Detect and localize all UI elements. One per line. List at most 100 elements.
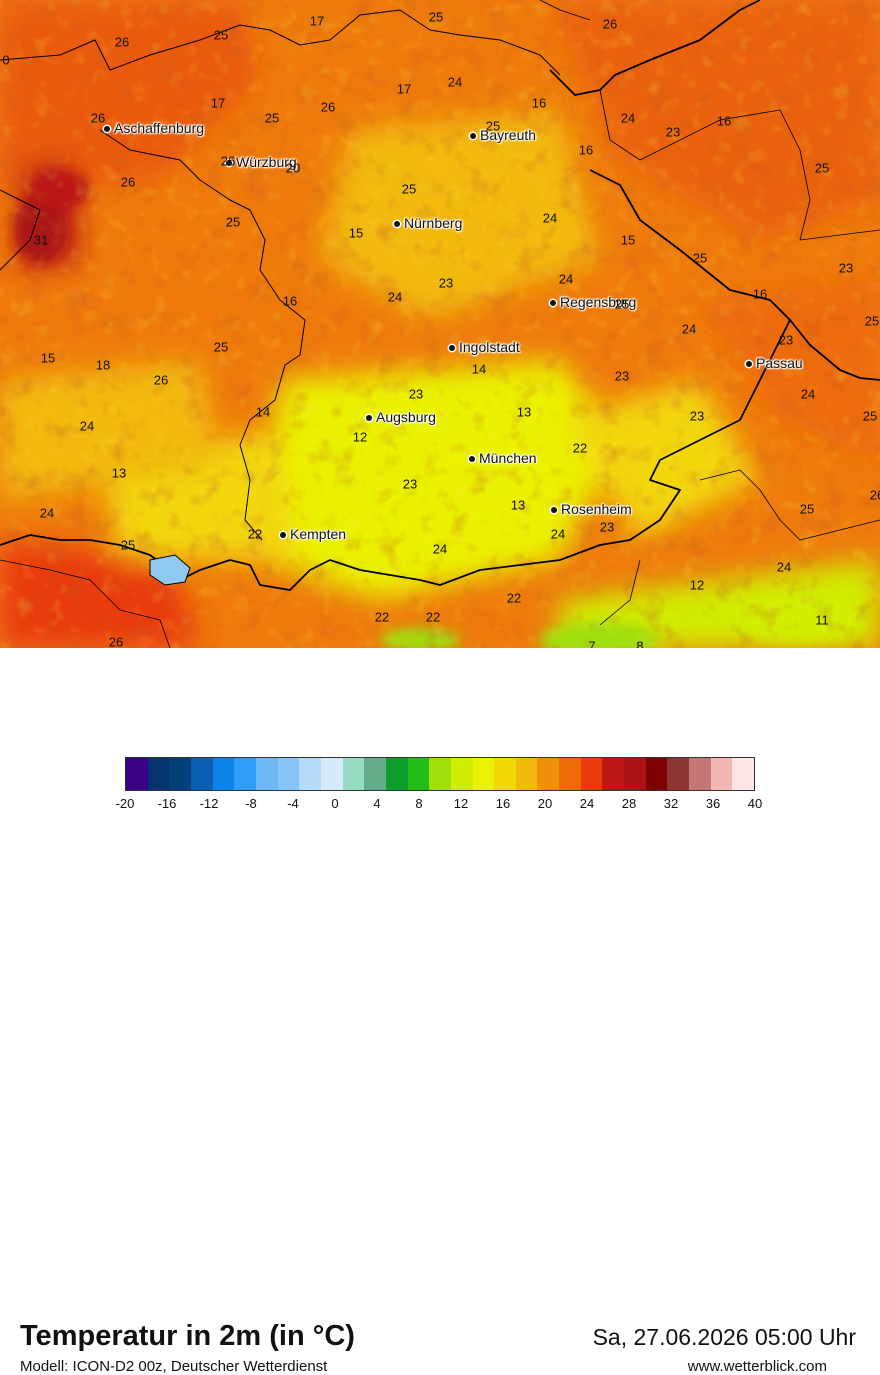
temperature-value: 23: [599, 519, 615, 535]
legend-tick-label: 4: [373, 796, 381, 811]
legend-color-segment: [277, 758, 300, 790]
city-name: Kempten: [290, 526, 347, 542]
city-marker-icon: [394, 221, 400, 228]
legend-tick-label: 12: [453, 796, 469, 811]
city-marker-icon: [550, 300, 556, 307]
city-name: Regensburg: [560, 294, 637, 310]
city-label: Würzburg: [226, 154, 297, 170]
temperature-value: 23: [838, 260, 854, 276]
temperature-value: 12: [689, 577, 705, 593]
temperature-map: Aschaffenburg Würzburg Bayreuth Nürnberg Reg…: [0, 0, 880, 648]
temperature-value: 16: [531, 95, 547, 111]
legend-tick-label: 8: [415, 796, 423, 811]
website-link[interactable]: www.wetterblick.com: [687, 1358, 827, 1375]
temperature-value: 7: [588, 638, 596, 649]
city-label: Nürnberg: [394, 215, 462, 231]
legend-color-segment: [234, 758, 256, 790]
temperature-value: 25: [428, 9, 444, 25]
temperature-value: 25: [799, 501, 815, 517]
city-name: Würzburg: [236, 154, 297, 170]
temperature-value: 25: [485, 118, 501, 134]
legend-color-segment: [407, 758, 430, 790]
city-label: Kempten: [280, 526, 346, 542]
legend-tick-label: -20: [115, 796, 135, 811]
legend-color-segment: [515, 758, 538, 790]
color-legend-ticks: -20 -16 -12 -8 -4 0 4 8 12 16 20 24 28 32 36 40: [0, 796, 880, 816]
temperature-value: 23: [408, 386, 424, 402]
legend-tick-label: -12: [199, 796, 219, 811]
temperature-value: 15: [40, 350, 56, 366]
legend-color-segment: [667, 758, 690, 790]
temperature-value: 23: [402, 476, 418, 492]
city-name: Passau: [756, 355, 803, 371]
temperature-value: 23: [438, 275, 454, 291]
legend-color-segment: [364, 758, 386, 790]
city-marker-icon: [449, 345, 455, 352]
city-label: Passau: [746, 355, 803, 371]
temperature-value: 24: [776, 559, 792, 575]
legend-color-segment: [689, 758, 711, 790]
temperature-value: 26: [153, 372, 169, 388]
city-name: Bayreuth: [480, 127, 537, 143]
legend-color-segment: [320, 758, 343, 790]
temperature-value: 26: [220, 153, 236, 169]
legend-color-segment: [342, 758, 365, 790]
legend-color-segment: [494, 758, 516, 790]
legend-color-segment: [429, 758, 451, 790]
temperature-value: 13: [510, 497, 526, 513]
temperature-value: 26: [602, 16, 618, 32]
temperature-value: 0: [2, 52, 10, 68]
temperature-value: 8: [636, 638, 644, 649]
legend-tick-label: 40: [747, 796, 763, 811]
city-label: Ingolstadt: [449, 339, 520, 355]
legend-color-segment: [169, 758, 191, 790]
temperature-value: 25: [264, 110, 280, 126]
city-marker-icon: [551, 507, 557, 514]
temperature-value: 20: [285, 160, 301, 176]
temperature-value: 13: [516, 404, 532, 420]
temperature-value: 23: [778, 332, 794, 348]
legend-color-segment: [732, 758, 755, 790]
legend-tick-label: -16: [157, 796, 177, 811]
city-name: Nürnberg: [404, 215, 463, 231]
temperature-value: 24: [800, 386, 816, 402]
legend-color-segment: [645, 758, 668, 790]
legend-color-segment: [537, 758, 560, 790]
temperature-value: 12: [352, 429, 368, 445]
city-label: Aschaffenburg: [104, 120, 204, 136]
city-name: Augsburg: [376, 409, 436, 425]
temperature-value: 25: [814, 160, 830, 176]
legend-tick-label: 0: [331, 796, 339, 811]
city-label: Augsburg: [366, 409, 436, 425]
region-border: [0, 0, 880, 648]
city-marker-icon: [366, 415, 372, 422]
model-subtitle: Modell: ICON-D2 00z, Deutscher Wetterdie…: [20, 1358, 328, 1375]
temperature-value: 22: [425, 609, 441, 625]
legend-tick-label: 24: [579, 796, 595, 811]
legend-color-segment: [710, 758, 733, 790]
temperature-value: 26: [108, 634, 124, 649]
temperature-value: 22: [374, 609, 390, 625]
temperature-value: 25: [120, 537, 136, 553]
temperature-value: 26: [90, 110, 106, 126]
city-marker-icon: [746, 361, 752, 368]
city-name: Aschaffenburg: [114, 120, 205, 136]
temperature-value: 23: [614, 368, 630, 384]
temperature-value: 22: [572, 440, 588, 456]
legend-color-segment: [624, 758, 646, 790]
temperature-value: 26: [869, 487, 880, 503]
temperature-value: 25: [401, 181, 417, 197]
city-name: Rosenheim: [561, 501, 632, 517]
legend-color-segment: [450, 758, 473, 790]
lake-constance: [149, 554, 191, 586]
map-title: Temperatur in 2m (in °C): [20, 1320, 355, 1352]
temperature-value: 25: [213, 339, 229, 355]
city-name: Ingolstadt: [459, 339, 520, 355]
city-marker-icon: [280, 532, 286, 539]
city-label: Bayreuth: [470, 127, 536, 143]
legend-color-segment: [602, 758, 625, 790]
city-label: München: [469, 450, 537, 466]
temperature-value: 25: [614, 296, 630, 312]
temperature-value: 15: [620, 232, 636, 248]
legend-color-segment: [580, 758, 603, 790]
